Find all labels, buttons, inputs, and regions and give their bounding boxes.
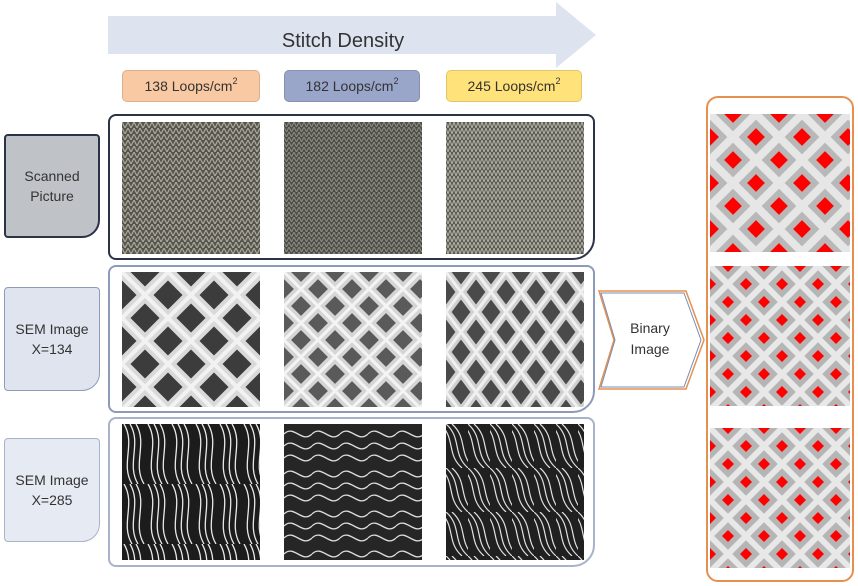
scanned-image-138 [122, 122, 260, 254]
density-tag-138: 138 Loops/cm 2 [122, 70, 260, 102]
stitch-density-arrow [108, 2, 596, 68]
density-tag-245: 245 Loops/cm 2 [446, 70, 582, 102]
stitch-density-label: Stitch Density [281, 30, 405, 52]
sem-285-image-245 [446, 424, 584, 560]
sem-285-image-182 [284, 424, 422, 560]
binary-image-182 [710, 266, 850, 406]
scanned-image-182 [284, 122, 422, 254]
sem-134-image-138 [122, 272, 260, 407]
row-label-sem-134: SEM Image X=134 [4, 287, 100, 391]
density-tag-182: 182 Loops/cm 2 [284, 70, 420, 102]
scanned-image-245 [446, 122, 584, 254]
binary-image-chevron [598, 290, 705, 390]
frame-sem-134 [108, 265, 595, 413]
sem-134-image-182 [284, 272, 422, 407]
frame-scanned [108, 114, 595, 260]
frame-sem-285 [108, 417, 595, 567]
sem-134-image-245 [446, 272, 584, 407]
binary-panel [706, 96, 854, 582]
binary-image-138 [710, 114, 850, 252]
row-label-scanned: Scanned Picture [4, 134, 100, 238]
binary-image-label: Binary Image [630, 320, 670, 357]
sem-285-image-138 [122, 424, 260, 560]
binary-image-245 [710, 428, 850, 568]
row-label-sem-285: SEM Image X=285 [4, 438, 100, 542]
